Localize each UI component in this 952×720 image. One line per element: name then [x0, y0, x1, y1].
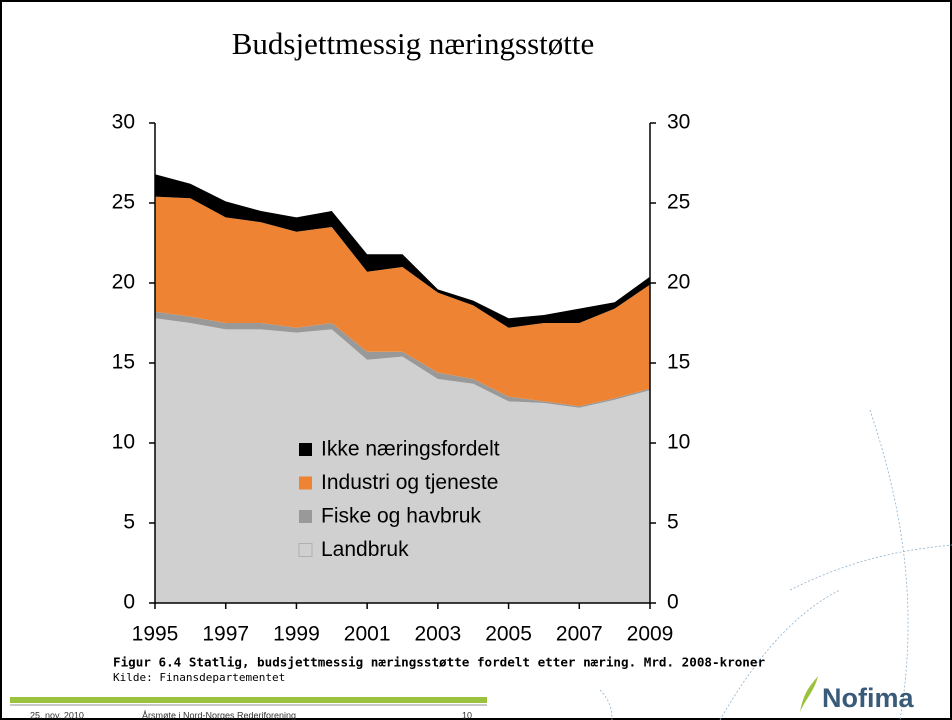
- x-tick-label: 2005: [485, 623, 532, 646]
- y2-tick-label: 10: [667, 431, 690, 454]
- source: Kilde: Finansdepartementet: [113, 671, 285, 684]
- legend-swatch: [299, 510, 312, 523]
- decoration: [599, 409, 952, 720]
- area: [155, 318, 650, 603]
- x-tick-label: 1999: [273, 623, 320, 646]
- legend-label: Landbruk: [321, 538, 409, 561]
- x-tick-label: 2009: [627, 623, 674, 646]
- legend-label: Ikke næringsfordelt: [321, 438, 500, 461]
- y2-tick-label: 30: [667, 111, 690, 134]
- y-tick-label: 10: [112, 431, 135, 454]
- area: [155, 174, 650, 328]
- y2-tick-label: 20: [667, 271, 690, 294]
- legend-label: Industri og tjeneste: [321, 471, 498, 494]
- legend-label: Fiske og havbruk: [321, 505, 481, 528]
- footer-date: 25. nov. 2010: [30, 710, 84, 720]
- y-tick-label: 0: [123, 591, 135, 614]
- y2-tick-label: 0: [667, 591, 679, 614]
- footer-bar: [10, 697, 487, 703]
- x-tick-label: 1997: [202, 623, 249, 646]
- page-number: 10: [462, 710, 472, 720]
- x-tick-label: 2007: [556, 623, 603, 646]
- area: [155, 196, 650, 407]
- y2-tick-label: 5: [667, 511, 679, 534]
- y-tick-label: 30: [112, 111, 135, 134]
- area: [155, 311, 650, 408]
- caption: Figur 6.4 Statlig, budsjettmessig næring…: [113, 655, 765, 670]
- y-tick-label: 5: [123, 511, 135, 534]
- logo: Nofima: [822, 683, 914, 713]
- y2-tick-label: 15: [667, 351, 690, 374]
- x-tick-label: 2001: [344, 623, 391, 646]
- legend-swatch: [298, 543, 313, 557]
- y2-tick-label: 25: [667, 191, 690, 214]
- chart-title: Budsjettmessig næringsstøtte: [232, 26, 595, 61]
- legend-swatch: [299, 476, 312, 490]
- legend-swatch: [299, 443, 312, 456]
- footer-bar-shadow: [10, 704, 487, 706]
- x-tick-label: 2003: [414, 623, 461, 646]
- y-tick-label: 20: [112, 271, 135, 294]
- y-tick-label: 15: [112, 351, 135, 374]
- logo-mark: [800, 676, 818, 712]
- y-tick-label: 25: [112, 191, 135, 214]
- footer-event: Årsmøte i Nord-Norges Rederiforening: [142, 710, 296, 720]
- x-tick-label: 1995: [132, 623, 179, 646]
- plot: 0 5 10 15 20 25 30 0 5 10 15 20 25 30 1995 1997 1999 2001…: [112, 111, 691, 646]
